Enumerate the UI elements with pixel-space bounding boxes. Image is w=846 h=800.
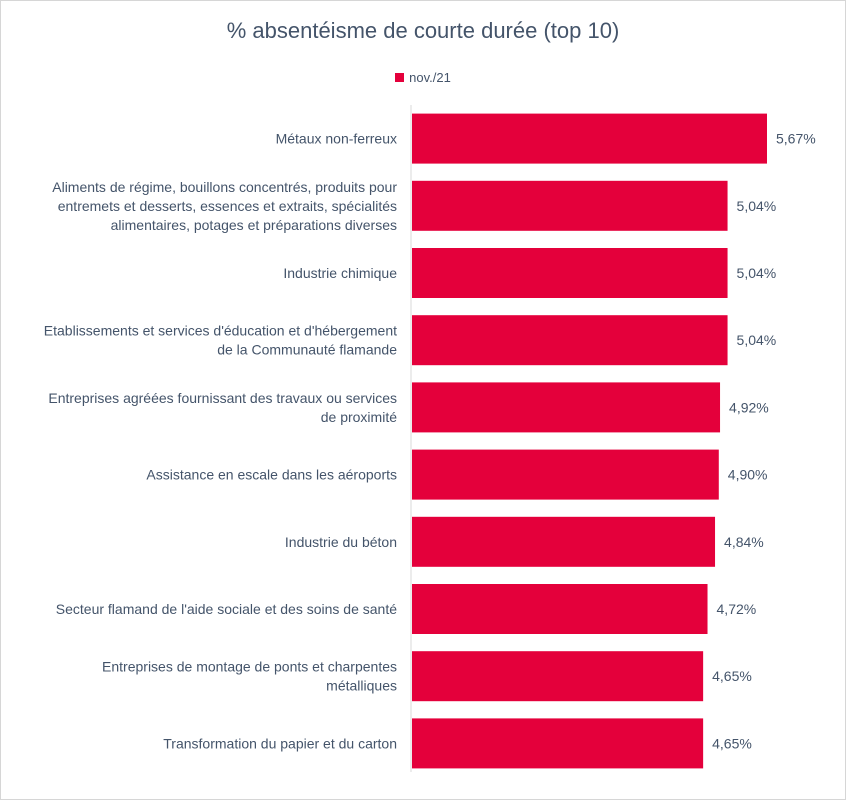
value-label: 4,65%: [712, 735, 752, 751]
value-label: 5,04%: [737, 332, 777, 348]
legend: nov./21: [0, 70, 846, 85]
bar: [412, 651, 704, 702]
category-label: Métaux non-ferreux: [276, 131, 397, 147]
bar: [412, 180, 728, 231]
category-label: de la Communauté flamande: [217, 342, 397, 358]
bar: [412, 584, 708, 634]
bar: [412, 113, 767, 164]
legend-label: nov./21: [409, 70, 451, 85]
bar: [412, 516, 716, 567]
value-label: 5,04%: [737, 265, 777, 281]
chart-title: % absentéisme de courte durée (top 10): [226, 18, 620, 43]
category-label: Aliments de régime, bouillons concentrés…: [52, 179, 397, 195]
category-label: alimentaires, potages et préparations di…: [111, 217, 397, 233]
value-label: 4,90%: [728, 467, 768, 483]
category-label: Etablissements et services d'éducation e…: [44, 323, 397, 339]
value-label: 4,84%: [724, 534, 764, 550]
bar: [412, 248, 728, 298]
category-label: Industrie du béton: [285, 534, 397, 550]
value-label: 4,72%: [717, 601, 757, 617]
category-label: entremets et desserts, essences et extra…: [58, 198, 397, 214]
value-label: 5,04%: [737, 198, 777, 214]
bar: [412, 315, 728, 366]
category-label: Entreprises agréées fournissant des trav…: [48, 390, 397, 406]
category-label: Assistance en escale dans les aéroports: [146, 467, 397, 483]
value-label: 4,65%: [712, 668, 752, 684]
category-label: Transformation du papier et du carton: [163, 735, 397, 751]
bar: [412, 449, 719, 500]
category-label: Secteur flamand de l'aide sociale et des…: [56, 601, 397, 617]
value-label: 4,92%: [729, 399, 769, 415]
bar: [412, 718, 704, 769]
bar: [412, 382, 721, 433]
category-label: de proximité: [321, 409, 397, 425]
category-label: Entreprises de montage de ponts et charp…: [102, 659, 397, 675]
category-label: Industrie chimique: [283, 265, 397, 281]
category-label: métalliques: [326, 678, 397, 694]
legend-swatch: [395, 73, 405, 82]
value-label: 5,67%: [776, 131, 816, 147]
